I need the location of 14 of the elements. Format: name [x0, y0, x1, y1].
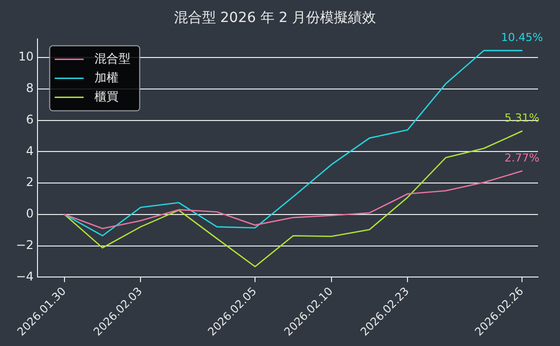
y-tick-label: 6: [26, 112, 34, 126]
y-tick-label: 10: [18, 50, 34, 64]
y-tick-label: −2: [16, 238, 34, 252]
annotation: 10.45%: [501, 30, 543, 44]
y-tick-label: 8: [26, 81, 34, 96]
chart-title: 混合型 2026 年 2 月份模擬績效: [174, 10, 376, 26]
legend-label: 加權: [94, 70, 119, 84]
annotation: 2.77%: [504, 151, 540, 164]
y-tick-label: 0: [26, 206, 34, 221]
legend-label: 混合型: [94, 51, 131, 66]
y-tick-label: −4: [16, 269, 34, 284]
y-tick-label: 4: [26, 144, 34, 158]
y-tick-label: 2: [26, 175, 34, 190]
legend-label: 櫃買: [94, 89, 119, 104]
